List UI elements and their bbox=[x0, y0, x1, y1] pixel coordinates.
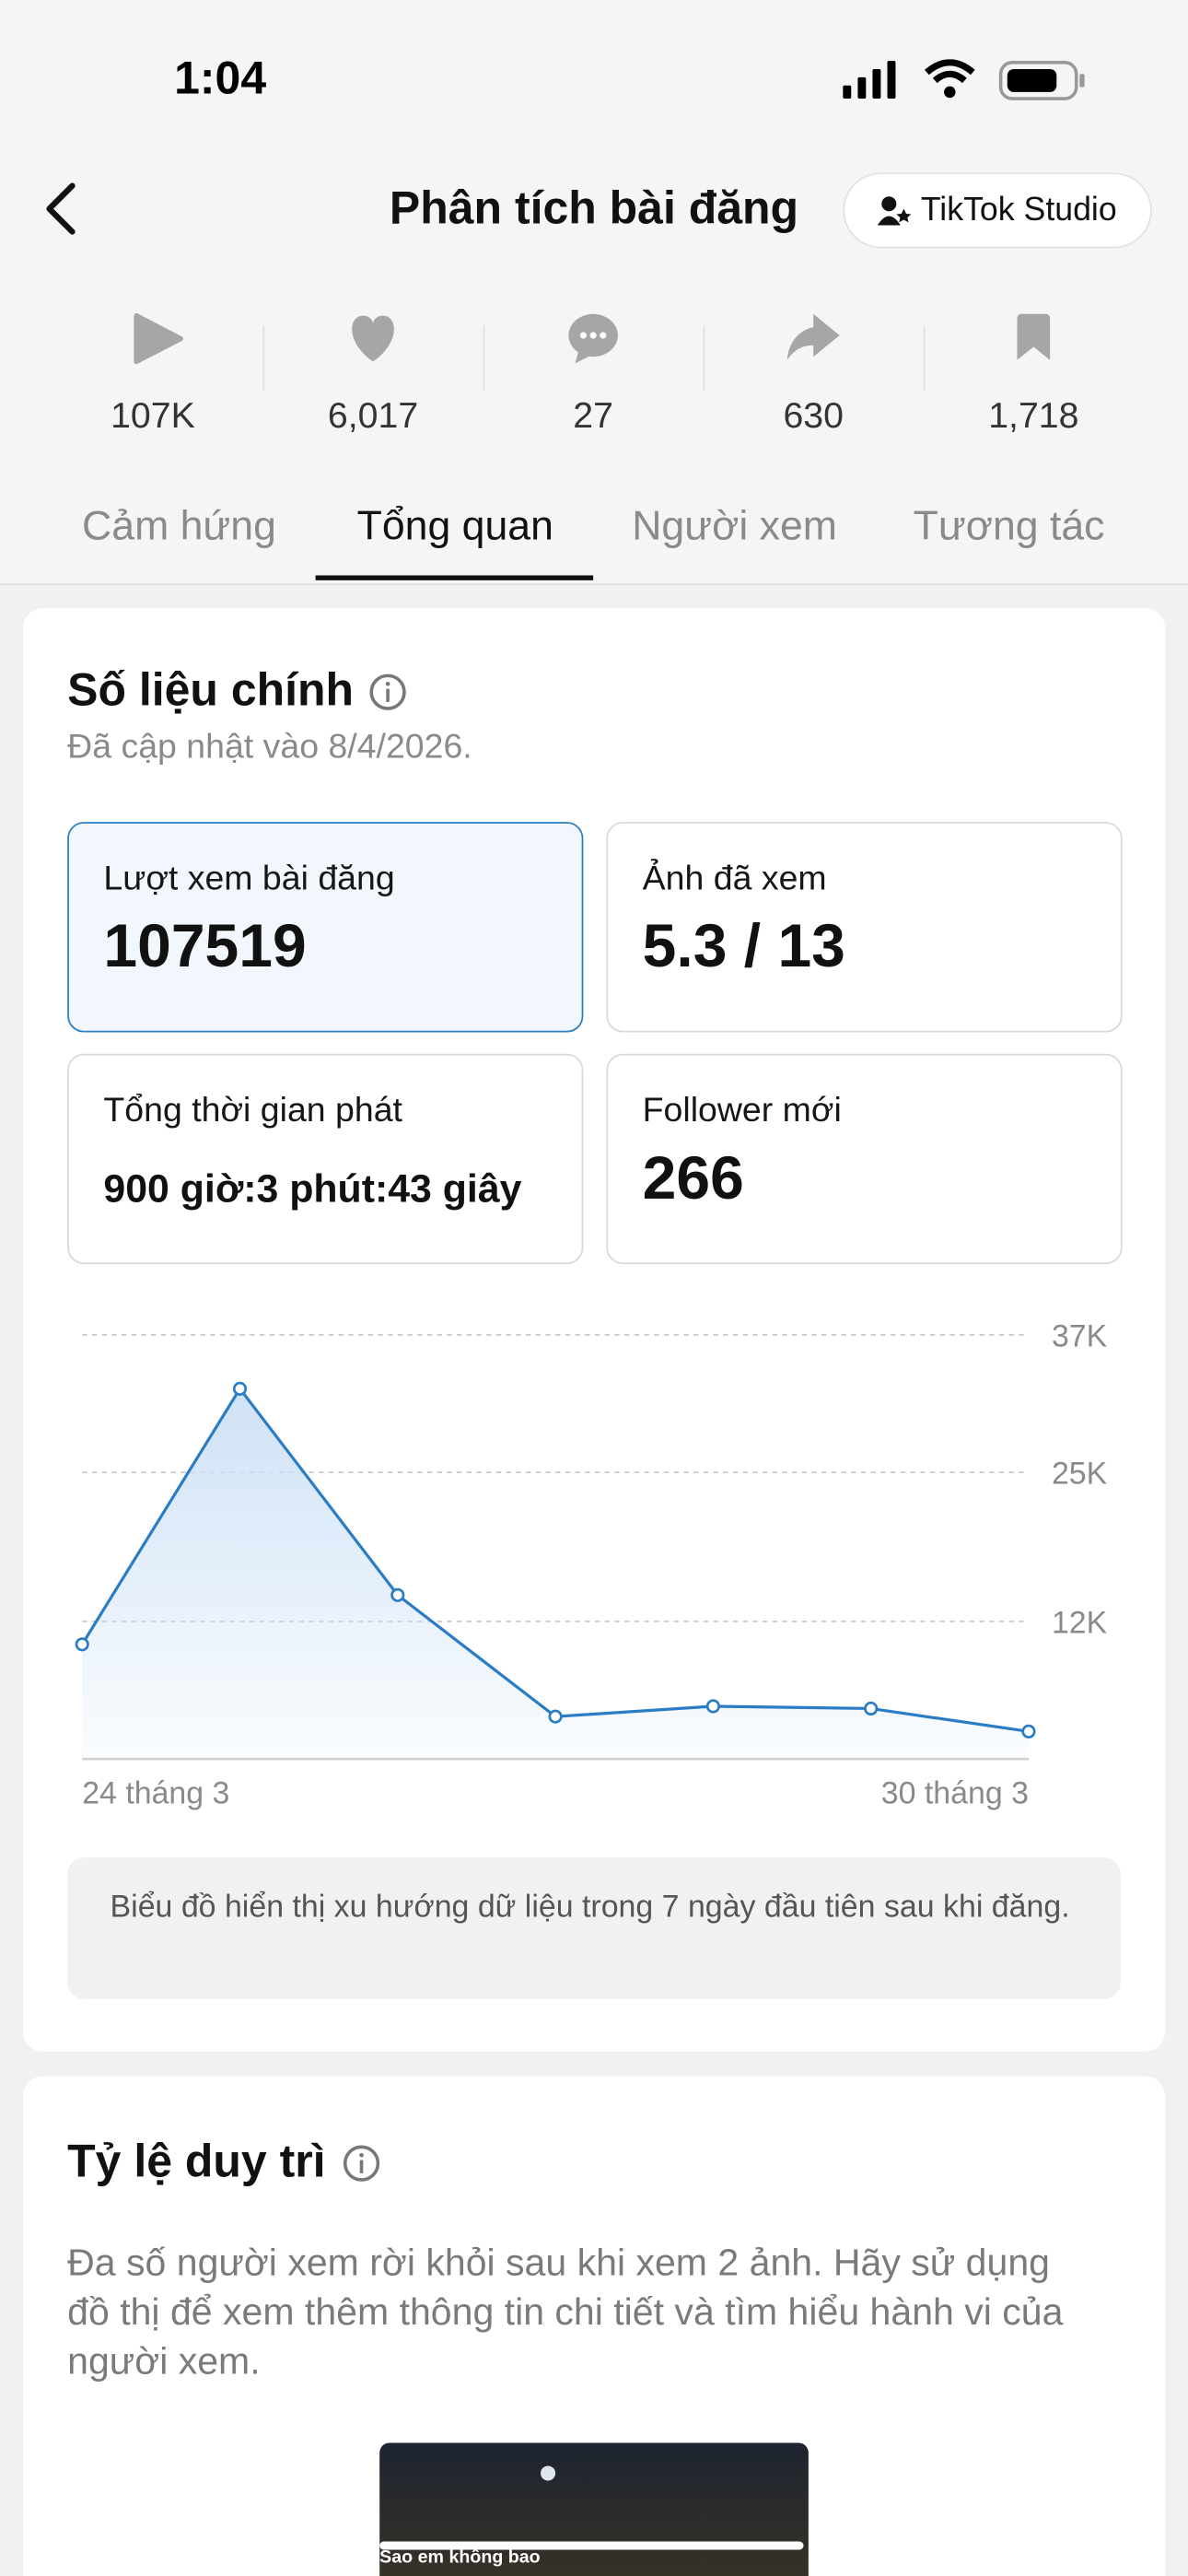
metric-label: Follower mới bbox=[642, 1091, 842, 1130]
section-title: Tỷ lệ duy trì bbox=[67, 2135, 326, 2187]
retention-description: Đa số người xem rời khỏi sau khi xem 2 ả… bbox=[67, 2241, 1064, 2383]
updated-date: Đã cập nhật vào 8/4/2026. bbox=[67, 728, 472, 767]
metric-value: 107519 bbox=[103, 912, 307, 980]
x-tick-label: 24 tháng 3 bbox=[82, 1775, 229, 1810]
area bbox=[82, 1388, 1029, 1760]
stat-likes: 6,017 bbox=[327, 394, 419, 436]
metric-card[interactable]: Lượt xem bài đăng 107519 bbox=[67, 822, 584, 1033]
separator bbox=[483, 325, 485, 392]
separator bbox=[703, 325, 705, 392]
x-tick-label: 30 tháng 3 bbox=[881, 1775, 1029, 1810]
progress-bar bbox=[379, 2541, 804, 2550]
studio-label: TikTok Studio bbox=[920, 191, 1117, 228]
point bbox=[548, 1709, 563, 1724]
studio-icon bbox=[878, 196, 913, 226]
stat-saves: 1,718 bbox=[988, 394, 1079, 436]
thumbnail-caption: Sao em không bao bbox=[379, 2547, 541, 2569]
point bbox=[864, 1701, 879, 1716]
back-button[interactable] bbox=[40, 181, 82, 237]
metric-card[interactable]: Ảnh đã xem 5.3 / 13 bbox=[606, 822, 1123, 1033]
tab[interactable]: Cảm hứng bbox=[82, 502, 276, 549]
separator bbox=[923, 325, 926, 392]
info-icon[interactable] bbox=[368, 673, 408, 712]
section-title: Số liệu chính bbox=[67, 663, 355, 716]
stat-shares: 630 bbox=[783, 394, 844, 436]
status-time: 1:04 bbox=[174, 53, 267, 104]
point bbox=[390, 1587, 405, 1602]
point bbox=[232, 1381, 248, 1396]
views-chart: 12K 25K 37K 24 tháng 3 30 tháng 3 bbox=[75, 1318, 1108, 1810]
metric-value: 266 bbox=[642, 1143, 744, 1212]
tab[interactable]: Tổng quan bbox=[356, 502, 553, 549]
top-area bbox=[0, 0, 1188, 586]
metric-value: 900 giờ:3 phút:43 giây bbox=[103, 1166, 522, 1212]
chart-note: Biểu đồ hiển thị xu hướng dữ liệu trong … bbox=[67, 1857, 1121, 1999]
stat-comments: 27 bbox=[573, 394, 613, 436]
y-tick-label: 25K bbox=[1052, 1457, 1108, 1492]
stat-icons bbox=[134, 312, 1051, 365]
info-icon[interactable] bbox=[342, 2144, 381, 2184]
metric-value: 5.3 / 13 bbox=[642, 912, 845, 980]
metric-label: Lượt xem bài đăng bbox=[103, 860, 395, 898]
tab[interactable]: Người xem bbox=[632, 502, 837, 549]
point bbox=[705, 1699, 720, 1714]
page-title: Phân tích bài đăng bbox=[389, 182, 799, 234]
point bbox=[75, 1637, 89, 1652]
metric-card[interactable]: Tổng thời gian phát 900 giờ:3 phút:43 giâ… bbox=[67, 1053, 584, 1265]
video-thumbnail[interactable]: Sao em không bao bbox=[379, 2442, 809, 2576]
tab[interactable]: Tương tác bbox=[913, 502, 1105, 549]
tiktok-studio-button[interactable]: TikTok Studio bbox=[843, 172, 1152, 249]
metric-card[interactable]: Follower mới 266 bbox=[606, 1053, 1123, 1265]
y-tick-label: 37K bbox=[1052, 1318, 1108, 1353]
stat-views: 107K bbox=[111, 394, 195, 436]
y-tick-label: 12K bbox=[1052, 1605, 1108, 1640]
metric-label: Tổng thời gian phát bbox=[103, 1091, 402, 1130]
point bbox=[1021, 1724, 1036, 1739]
separator bbox=[262, 325, 265, 392]
status-icons bbox=[843, 59, 1085, 100]
tab-underline bbox=[315, 575, 594, 580]
moon bbox=[541, 2465, 556, 2481]
metric-label: Ảnh đã xem bbox=[642, 860, 827, 898]
